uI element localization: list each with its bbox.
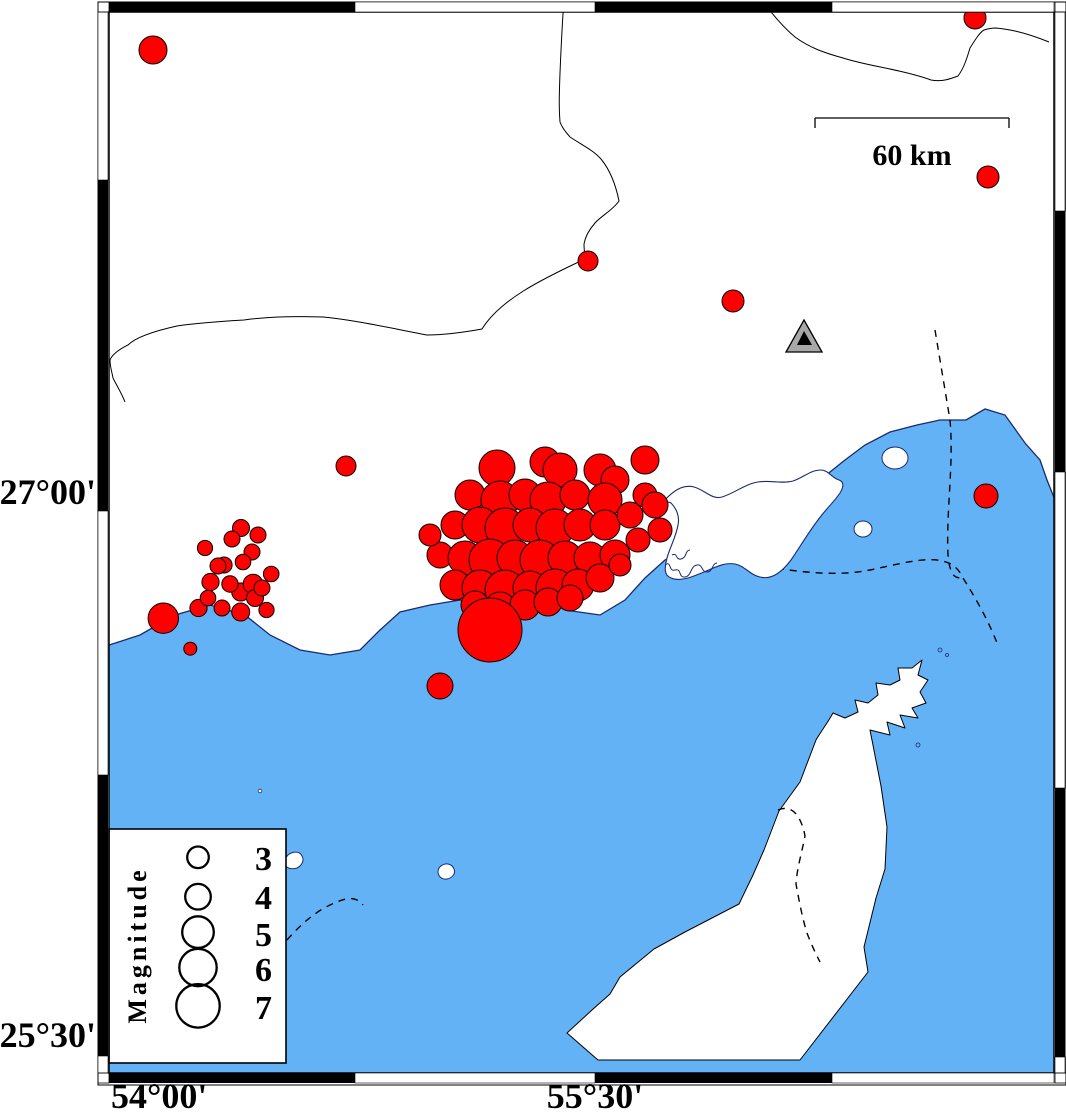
svg-text:55°30': 55°30': [547, 1076, 643, 1113]
svg-text:3: 3: [255, 841, 272, 878]
svg-text:5: 5: [255, 917, 272, 954]
svg-text:27°00': 27°00': [0, 472, 96, 512]
svg-text:25°30': 25°30': [0, 1015, 96, 1055]
svg-text:Magnitude: Magnitude: [123, 866, 152, 1023]
svg-text:4: 4: [255, 880, 272, 917]
svg-text:54°00': 54°00': [111, 1076, 207, 1113]
svg-text:7: 7: [255, 990, 272, 1027]
svg-text:60 km: 60 km: [872, 139, 951, 172]
svg-text:6: 6: [255, 952, 272, 989]
